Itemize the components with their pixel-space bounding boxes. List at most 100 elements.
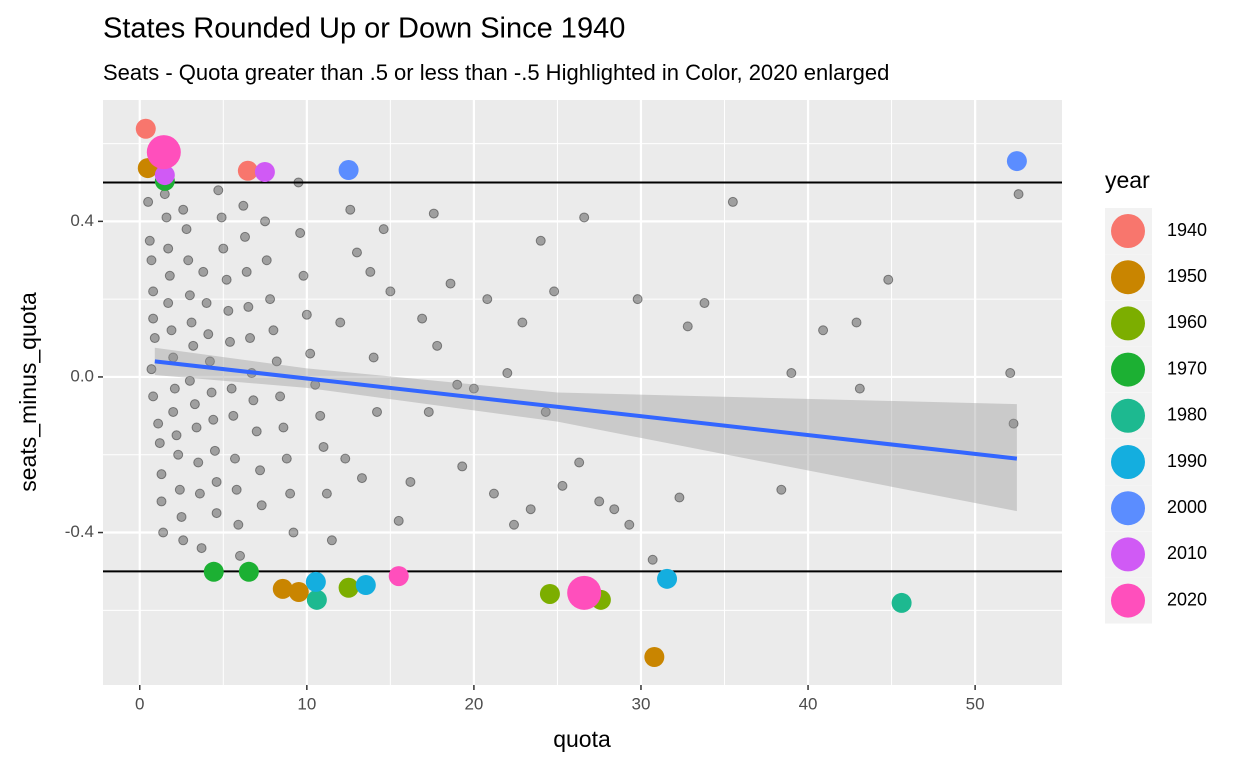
point (268, 325, 279, 336)
point (248, 395, 259, 406)
point (163, 243, 174, 254)
point (776, 484, 787, 495)
point (432, 340, 443, 351)
point (256, 500, 267, 511)
highlight-point (891, 592, 912, 613)
legend-label: 1940 (1167, 220, 1207, 240)
legend-marker (1111, 260, 1145, 295)
point (378, 224, 389, 235)
point (368, 352, 379, 363)
point (288, 527, 299, 538)
legend-marker (1111, 537, 1145, 572)
point (525, 504, 536, 515)
legend-label: 1990 (1167, 451, 1207, 471)
point (1005, 368, 1016, 379)
highlight-point (288, 582, 309, 603)
point (198, 266, 209, 277)
point (574, 457, 585, 468)
point (488, 488, 499, 499)
highlight-point (305, 571, 326, 592)
point (509, 519, 519, 530)
point (148, 313, 159, 324)
legend-marker (1111, 306, 1145, 341)
point (206, 387, 217, 398)
point (351, 247, 362, 258)
point (674, 492, 685, 503)
point (321, 488, 332, 499)
point (345, 204, 356, 215)
point (221, 274, 232, 285)
point (417, 313, 428, 324)
point (143, 196, 154, 207)
point (245, 333, 256, 344)
highlight-point (238, 561, 259, 582)
point (148, 286, 159, 297)
highlight-point (644, 646, 665, 667)
point (209, 445, 220, 456)
legend-label: 1980 (1167, 405, 1207, 425)
x-tick-label: 10 (297, 694, 316, 713)
point (211, 508, 222, 519)
highlight-point (539, 583, 560, 604)
x-tick-label: 0 (135, 694, 144, 713)
point (482, 294, 493, 305)
point (158, 527, 169, 538)
point (647, 554, 658, 565)
point (240, 231, 251, 242)
highlight-point (254, 161, 275, 182)
point (579, 212, 590, 223)
point (372, 406, 382, 417)
point (632, 294, 643, 305)
point (166, 325, 177, 336)
point (318, 441, 329, 452)
point (457, 461, 468, 472)
point (153, 418, 164, 429)
point (260, 216, 271, 227)
point (326, 535, 337, 546)
point (261, 255, 272, 266)
legend-label: 2020 (1167, 589, 1207, 609)
point (298, 270, 309, 281)
point (517, 317, 528, 328)
x-tick-label: 30 (632, 694, 651, 713)
point (251, 426, 262, 437)
trend-line (154, 359, 1018, 461)
highlight-point (203, 561, 224, 582)
point (682, 321, 693, 332)
highlight-point (135, 118, 156, 139)
point (624, 519, 635, 530)
highlight-point (338, 160, 359, 181)
point (223, 305, 234, 316)
legend-label: 1970 (1167, 358, 1207, 378)
point (178, 204, 189, 215)
point (428, 208, 439, 219)
point (164, 270, 175, 281)
chart-subtitle: Seats - Quota greater than .5 or less th… (103, 60, 889, 85)
x-tick-label: 50 (966, 694, 985, 713)
point (854, 383, 865, 394)
point (818, 325, 829, 336)
point (452, 379, 463, 390)
x-tick-label: 20 (464, 694, 483, 713)
point (168, 406, 179, 417)
legend-marker (1111, 491, 1145, 526)
x-tick-label: 40 (799, 694, 818, 713)
point (365, 266, 376, 277)
point (211, 476, 222, 487)
point (305, 348, 316, 359)
point (557, 480, 568, 491)
point (393, 515, 404, 526)
highlight-point (272, 578, 293, 599)
point (594, 496, 605, 507)
point (1008, 418, 1019, 429)
point (275, 391, 286, 402)
point (255, 465, 266, 476)
point (883, 274, 894, 285)
point (163, 298, 174, 309)
point (184, 290, 195, 301)
highlight-point (237, 160, 258, 181)
highlight-point (338, 577, 359, 598)
point (146, 364, 157, 375)
point (265, 294, 276, 305)
point (405, 476, 416, 487)
